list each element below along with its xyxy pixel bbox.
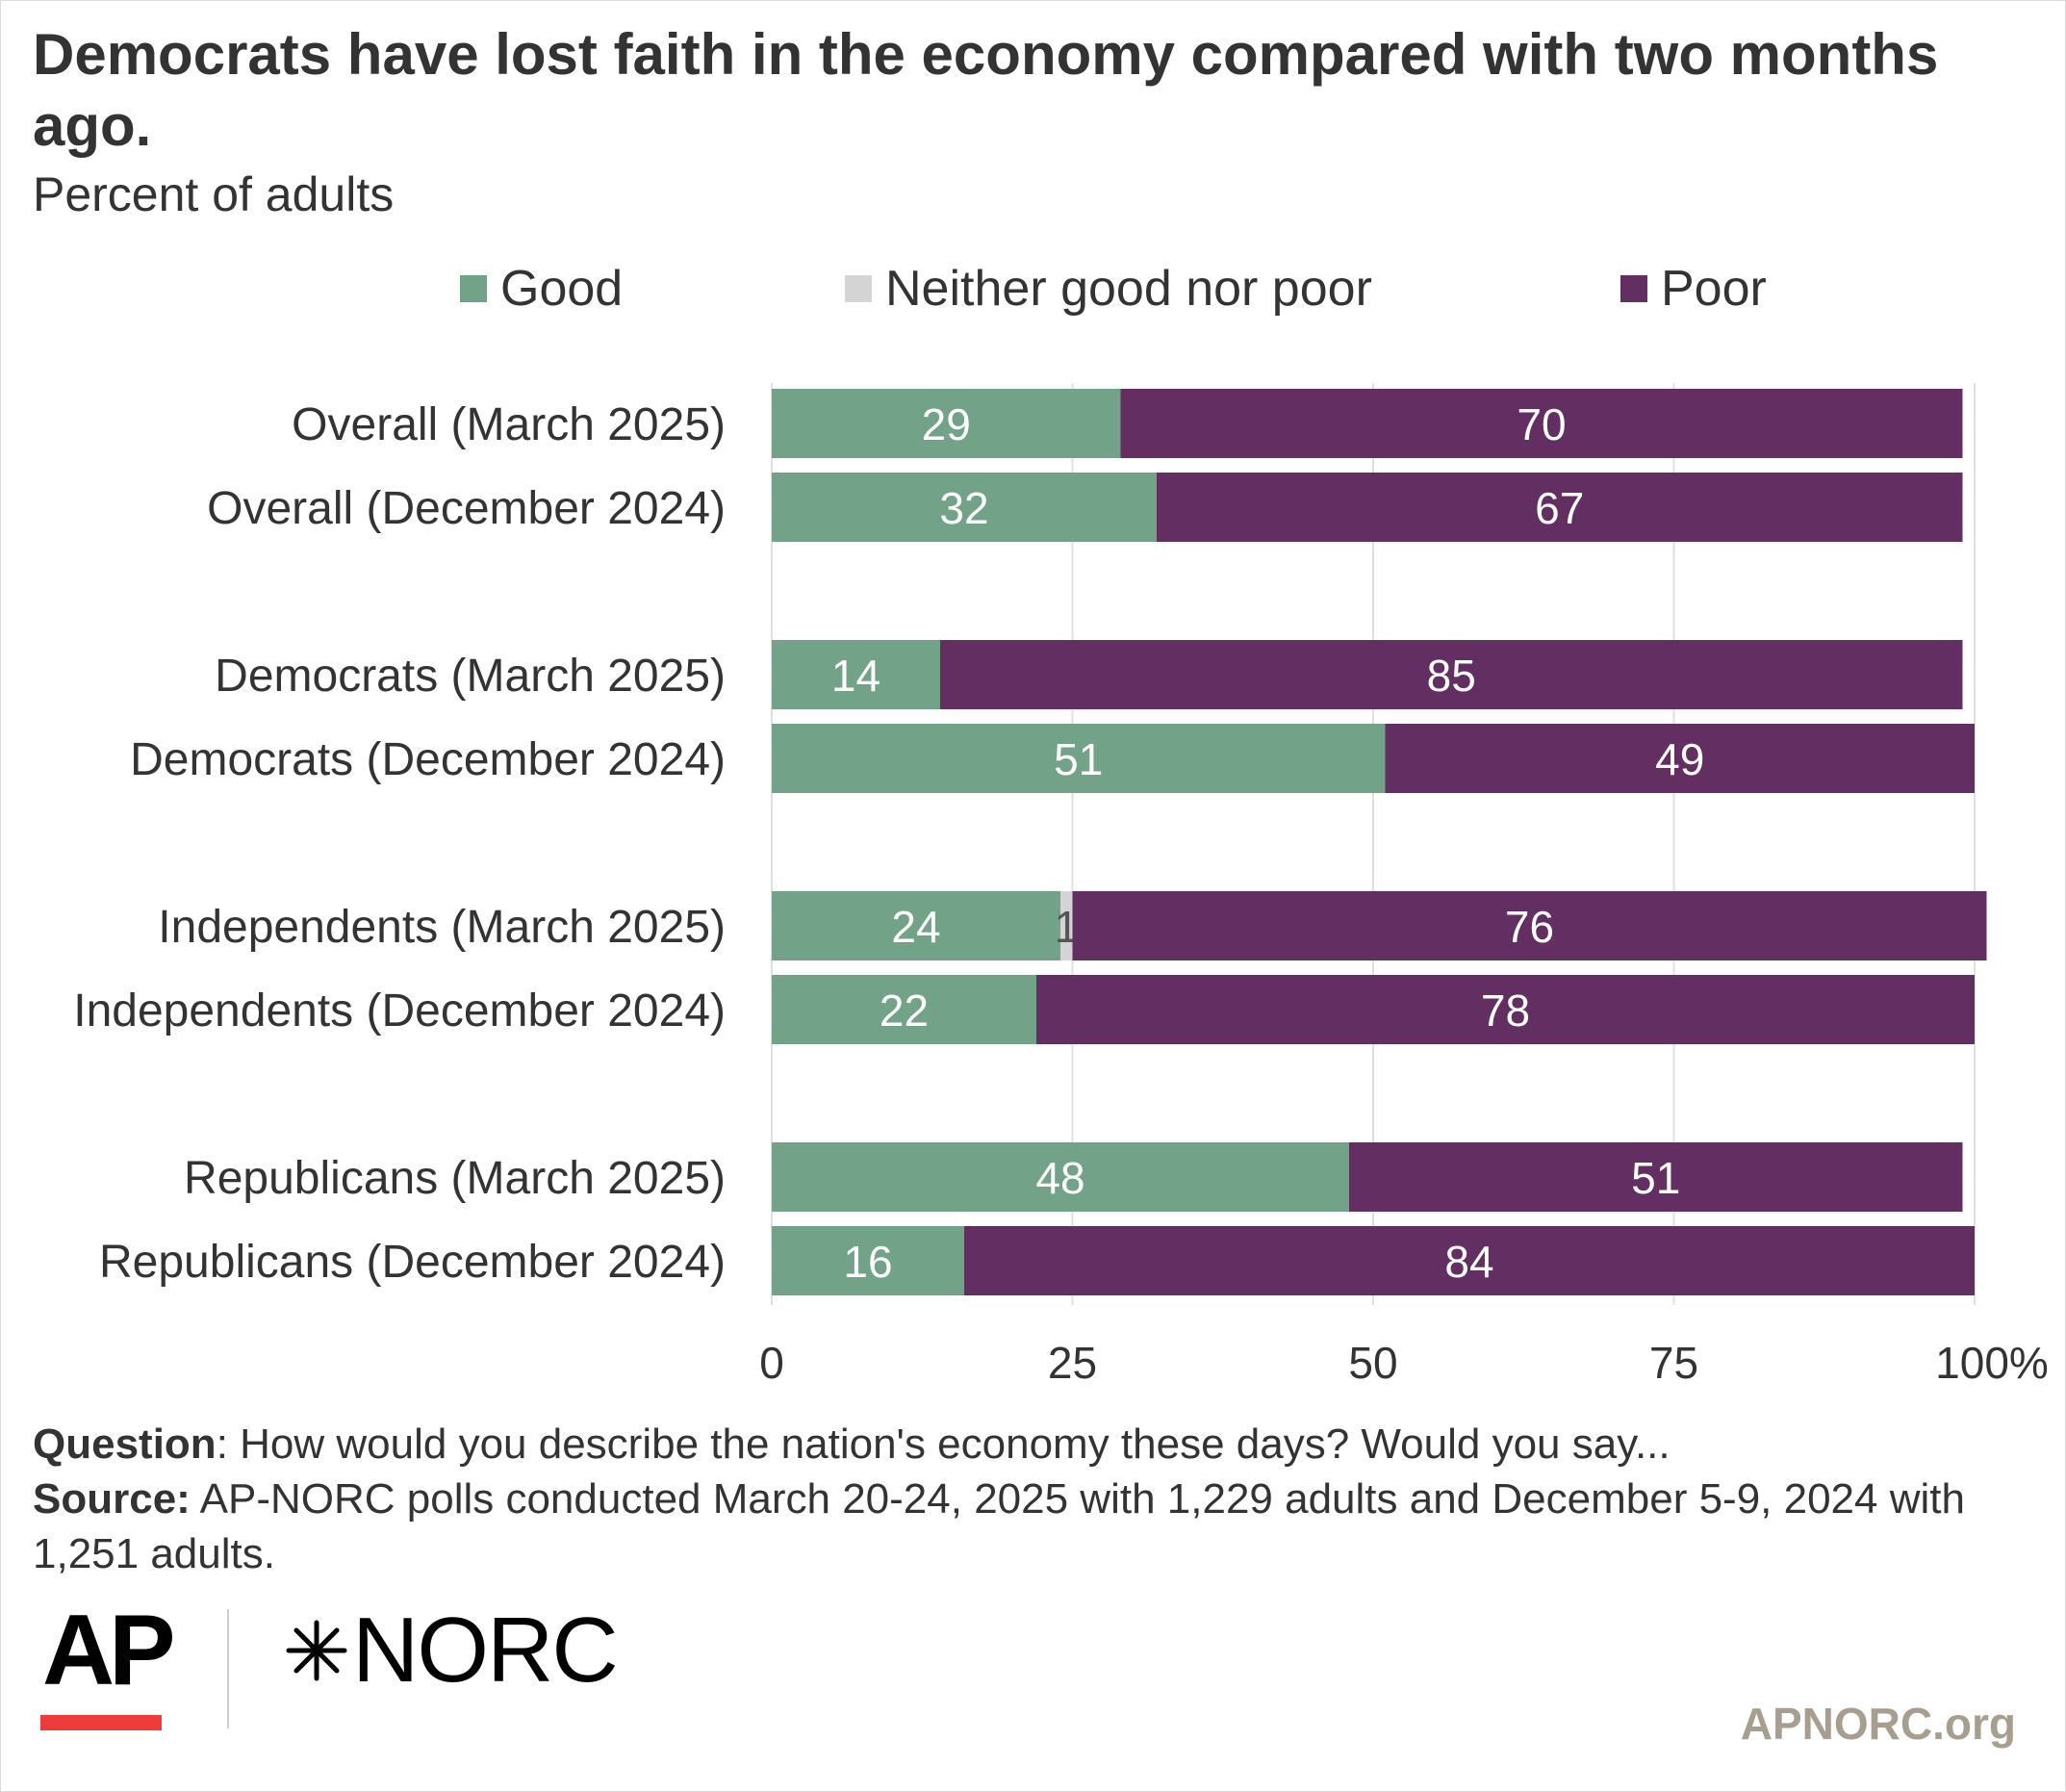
data-label: 29	[922, 399, 971, 449]
legend-swatch-neither	[845, 275, 872, 302]
bar-segment-poor	[1349, 1142, 1963, 1212]
legend-item-poor: Poor	[1620, 258, 1767, 320]
x-tick-label: 100%	[1935, 1338, 2049, 1388]
bar-segment-poor	[1157, 473, 1963, 542]
ap-logo-bar	[40, 1715, 162, 1730]
bar-segment-good	[772, 389, 1121, 458]
legend-swatch-poor	[1620, 275, 1647, 302]
category-label: Overall (December 2024)	[207, 483, 726, 534]
data-label: 32	[939, 483, 988, 533]
data-label: 48	[1035, 1153, 1084, 1203]
data-label: 14	[831, 651, 880, 701]
data-label: 24	[891, 902, 940, 952]
bar-segment-poor	[940, 640, 1963, 709]
data-label: 22	[880, 986, 929, 1036]
bar-segment-poor	[1036, 975, 1975, 1044]
data-label: 70	[1517, 399, 1566, 449]
data-label: 85	[1427, 651, 1476, 701]
data-label: 78	[1481, 986, 1530, 1036]
legend-label-good: Good	[500, 261, 624, 317]
bar-chart: 0 25 50 75 100% Overall (March 2025) Overall (…	[73, 383, 2049, 1388]
x-tick-label: 75	[1649, 1338, 1698, 1388]
question-label: Question	[33, 1421, 217, 1468]
category-label: Independents (December 2024)	[73, 986, 726, 1037]
norc-logo: NORC	[285, 1598, 619, 1703]
category-label: Overall (March 2025)	[292, 399, 726, 450]
x-tick-label: 50	[1348, 1338, 1397, 1388]
category-label: Democrats (March 2025)	[215, 651, 726, 702]
data-label: 51	[1054, 734, 1103, 784]
ap-logo: AP	[42, 1595, 176, 1706]
footnote-source: Source: AP-NORC polls conducted March 20…	[33, 1472, 2034, 1581]
category-label: Republicans (December 2024)	[99, 1237, 726, 1288]
site-link[interactable]: APNORC.org	[1740, 1699, 2016, 1749]
category-label: Democrats (December 2024)	[130, 734, 726, 785]
data-label: 16	[843, 1237, 892, 1287]
legend-label-poor: Poor	[1661, 261, 1767, 317]
legend-item-good: Good	[460, 258, 623, 320]
category-label: Independents (March 2025)	[158, 902, 726, 953]
data-label: 49	[1655, 734, 1704, 784]
bar-segment-good	[772, 724, 1386, 793]
bar-segment-good	[772, 891, 1060, 960]
data-label: 67	[1535, 483, 1584, 533]
source-label: Source:	[33, 1475, 191, 1523]
bar-segment-good	[772, 473, 1157, 542]
bar-segment-poor	[1072, 891, 1987, 960]
bar-segment-poor	[1120, 389, 1963, 458]
bar-segment-good	[772, 1226, 964, 1295]
data-label: 76	[1505, 902, 1554, 952]
bar-segment-good	[772, 640, 940, 709]
bar-segment-neither-good-nor-poor	[1060, 891, 1073, 960]
logo-divider	[227, 1609, 229, 1728]
legend: Good Neither good nor poor Poor	[0, 258, 2066, 320]
category-label: Republicans (March 2025)	[184, 1153, 726, 1204]
bar-segment-good	[772, 1142, 1349, 1212]
bar-segment-good	[772, 975, 1036, 1044]
legend-swatch-good	[460, 275, 487, 302]
x-tick-label: 0	[759, 1338, 784, 1388]
chart-subtitle: Percent of adults	[33, 167, 395, 221]
data-label: 84	[1444, 1237, 1493, 1287]
norc-logo-text: NORC	[352, 1599, 619, 1702]
bar-segment-poor	[964, 1226, 1975, 1295]
bar-segment-poor	[1385, 724, 1975, 793]
source-text: AP-NORC polls conducted March 20-24, 202…	[33, 1475, 1965, 1577]
legend-item-neither: Neither good nor poor	[845, 258, 1372, 320]
norc-star-icon	[286, 1620, 347, 1681]
data-label: 51	[1631, 1153, 1680, 1203]
footnote-question: Question: How would you describe the nat…	[33, 1417, 2034, 1472]
footnote: Question: How would you describe the nat…	[33, 1417, 2034, 1581]
x-tick-label: 25	[1048, 1338, 1097, 1388]
chart-title: Democrats have lost faith in the economy…	[33, 22, 1939, 158]
legend-label-neither: Neither good nor poor	[885, 261, 1372, 317]
question-text: : How would you describe the nation's ec…	[216, 1421, 1671, 1468]
